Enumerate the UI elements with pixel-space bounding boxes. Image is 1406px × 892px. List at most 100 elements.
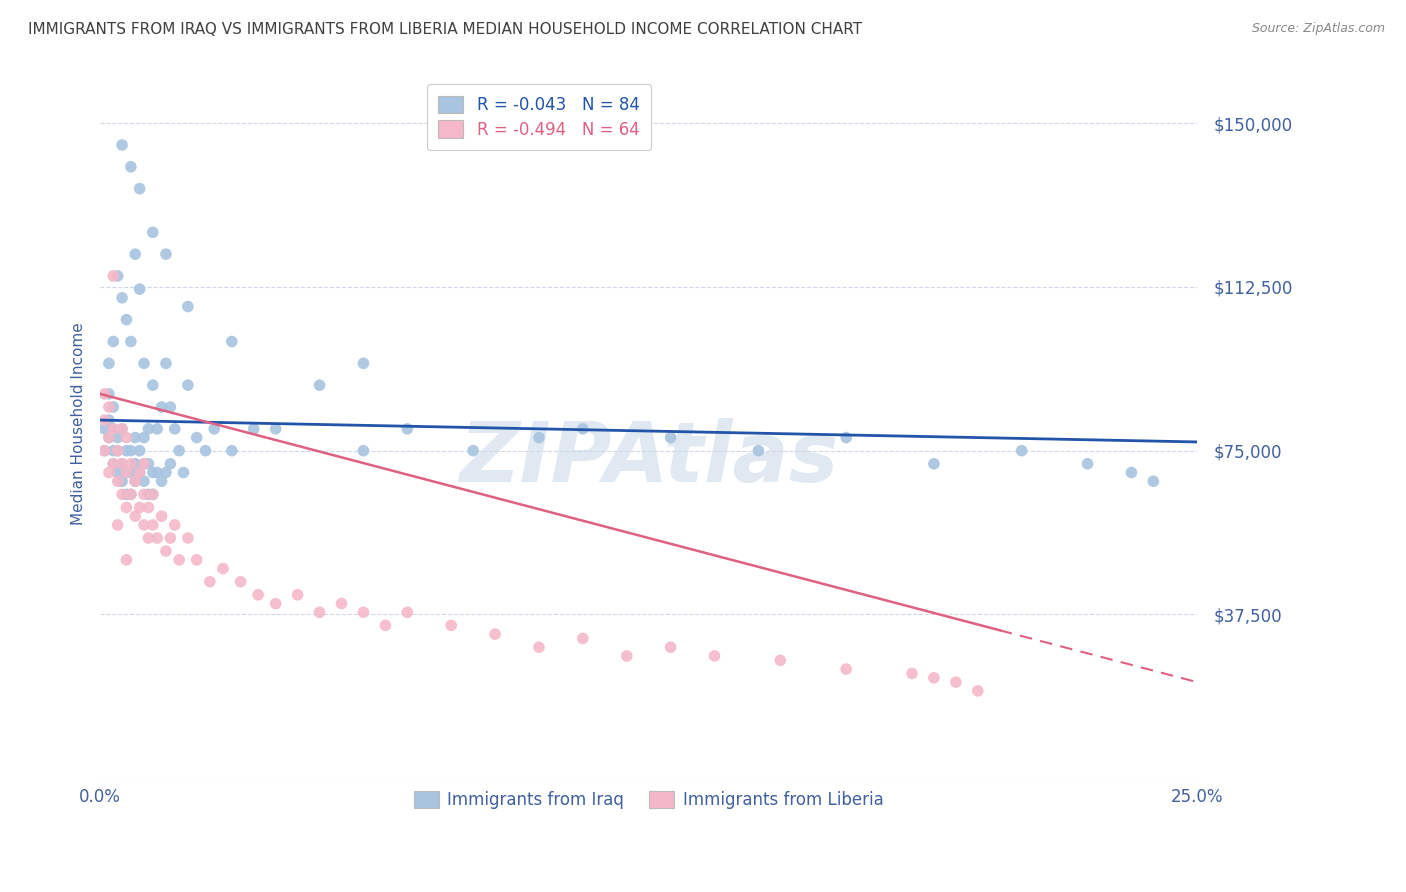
Point	[103, 422, 125, 436]
Point	[120, 466, 142, 480]
Point	[966, 684, 988, 698]
Point	[264, 597, 287, 611]
Point	[97, 400, 120, 414]
Point	[111, 422, 134, 436]
Point	[177, 378, 200, 392]
Point	[186, 553, 208, 567]
Point	[115, 466, 138, 480]
Point	[97, 466, 120, 480]
Point	[146, 422, 169, 436]
Point	[1011, 443, 1033, 458]
Point	[142, 466, 165, 480]
Point	[138, 457, 160, 471]
Point	[374, 618, 396, 632]
Point	[120, 457, 142, 471]
Point	[194, 443, 217, 458]
Point	[463, 443, 485, 458]
Point	[107, 268, 129, 283]
Point	[142, 487, 165, 501]
Point	[247, 588, 270, 602]
Point	[527, 640, 550, 655]
Point	[115, 312, 138, 326]
Point	[308, 605, 330, 619]
Point	[659, 431, 682, 445]
Point	[124, 431, 146, 445]
Point	[128, 181, 150, 195]
Point	[111, 422, 134, 436]
Point	[138, 531, 160, 545]
Point	[103, 400, 125, 414]
Point	[93, 387, 115, 401]
Point	[142, 225, 165, 239]
Point	[124, 475, 146, 489]
Point	[142, 517, 165, 532]
Point	[111, 457, 134, 471]
Point	[330, 597, 353, 611]
Point	[177, 531, 200, 545]
Point	[287, 588, 309, 602]
Point	[264, 422, 287, 436]
Point	[111, 475, 134, 489]
Point	[103, 457, 125, 471]
Point	[103, 443, 125, 458]
Point	[155, 466, 177, 480]
Point	[150, 509, 173, 524]
Point	[352, 605, 374, 619]
Point	[132, 356, 155, 370]
Point	[120, 160, 142, 174]
Legend: Immigrants from Iraq, Immigrants from Liberia: Immigrants from Iraq, Immigrants from Li…	[408, 785, 890, 816]
Point	[132, 475, 155, 489]
Point	[124, 475, 146, 489]
Point	[150, 475, 173, 489]
Point	[128, 466, 150, 480]
Point	[1121, 466, 1143, 480]
Point	[103, 422, 125, 436]
Point	[922, 457, 945, 471]
Point	[229, 574, 252, 589]
Point	[572, 422, 595, 436]
Point	[97, 413, 120, 427]
Text: ZIPAtlas: ZIPAtlas	[458, 418, 838, 500]
Point	[186, 431, 208, 445]
Point	[173, 466, 195, 480]
Point	[703, 648, 725, 663]
Point	[115, 443, 138, 458]
Point	[155, 544, 177, 558]
Point	[146, 531, 169, 545]
Point	[202, 422, 225, 436]
Text: Source: ZipAtlas.com: Source: ZipAtlas.com	[1251, 22, 1385, 36]
Point	[107, 443, 129, 458]
Point	[769, 653, 792, 667]
Point	[484, 627, 506, 641]
Point	[132, 517, 155, 532]
Point	[124, 509, 146, 524]
Point	[107, 475, 129, 489]
Point	[138, 487, 160, 501]
Point	[128, 282, 150, 296]
Point	[396, 605, 419, 619]
Point	[616, 648, 638, 663]
Text: IMMIGRANTS FROM IRAQ VS IMMIGRANTS FROM LIBERIA MEDIAN HOUSEHOLD INCOME CORRELAT: IMMIGRANTS FROM IRAQ VS IMMIGRANTS FROM …	[28, 22, 862, 37]
Point	[97, 356, 120, 370]
Y-axis label: Median Household Income: Median Household Income	[72, 322, 86, 524]
Point	[103, 457, 125, 471]
Point	[155, 356, 177, 370]
Point	[132, 431, 155, 445]
Point	[308, 378, 330, 392]
Point	[111, 291, 134, 305]
Point	[97, 431, 120, 445]
Point	[93, 443, 115, 458]
Point	[93, 443, 115, 458]
Point	[124, 457, 146, 471]
Point	[221, 334, 243, 349]
Point	[159, 457, 181, 471]
Point	[103, 268, 125, 283]
Point	[120, 334, 142, 349]
Point	[124, 247, 146, 261]
Point	[150, 400, 173, 414]
Point	[1076, 457, 1098, 471]
Point	[128, 443, 150, 458]
Point	[901, 666, 924, 681]
Point	[198, 574, 221, 589]
Point	[111, 457, 134, 471]
